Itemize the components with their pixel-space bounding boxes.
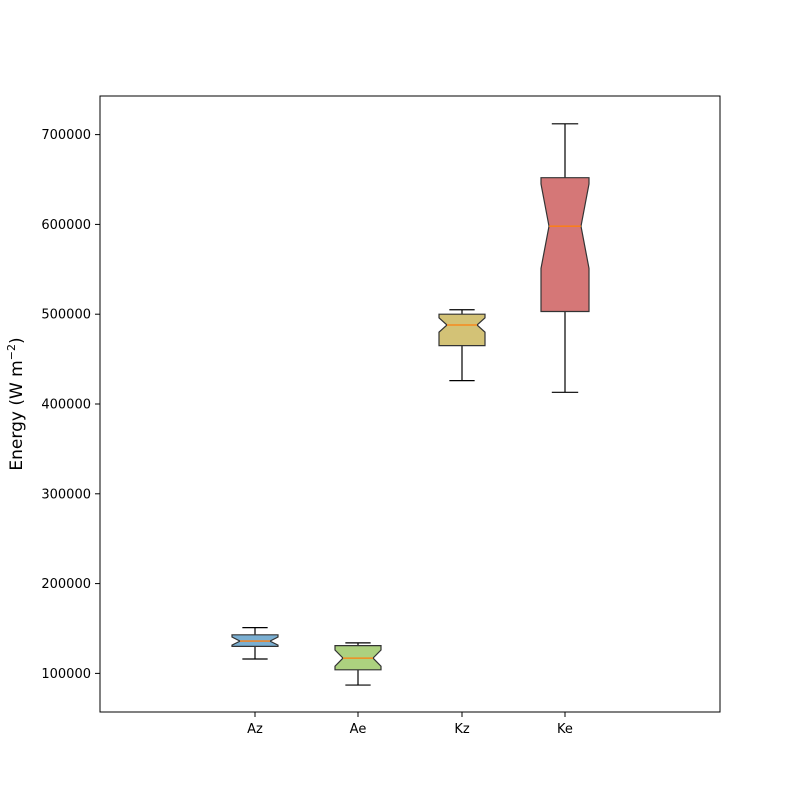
y-tick-label: 600000: [41, 218, 91, 233]
box-kz: [438, 309, 486, 382]
y-tick-label: 300000: [41, 487, 91, 502]
y-tick-label: 200000: [41, 577, 91, 592]
box-az: [231, 626, 279, 660]
y-axis-label: Energy (W m−2): [5, 337, 27, 470]
y-tick-label: 400000: [41, 398, 91, 413]
y-axis-label-main: Energy (W m: [7, 360, 27, 470]
box-body: [540, 177, 590, 313]
y-axis: 100000 200000 300000 400000 500000 600000 7000…: [41, 128, 100, 682]
plot-frame: [99, 95, 721, 713]
x-tick-label: Ke: [557, 722, 573, 737]
y-tick-label: 700000: [41, 128, 91, 143]
x-tick-label: Kz: [454, 722, 470, 737]
y-tick-label: 100000: [41, 667, 91, 682]
box-ae: [334, 642, 382, 686]
box-ke: [540, 123, 590, 393]
box-body: [438, 313, 486, 347]
boxes-group: [231, 123, 590, 686]
y-tick-label: 500000: [41, 308, 91, 323]
y-axis-label-close: ): [7, 337, 27, 344]
x-axis: Az Ae Kz Ke: [247, 712, 573, 737]
x-tick-label: Ae: [350, 722, 367, 737]
y-axis-label-sup: −2: [5, 344, 18, 360]
x-tick-label: Az: [247, 722, 263, 737]
plot-area: [100, 96, 720, 712]
